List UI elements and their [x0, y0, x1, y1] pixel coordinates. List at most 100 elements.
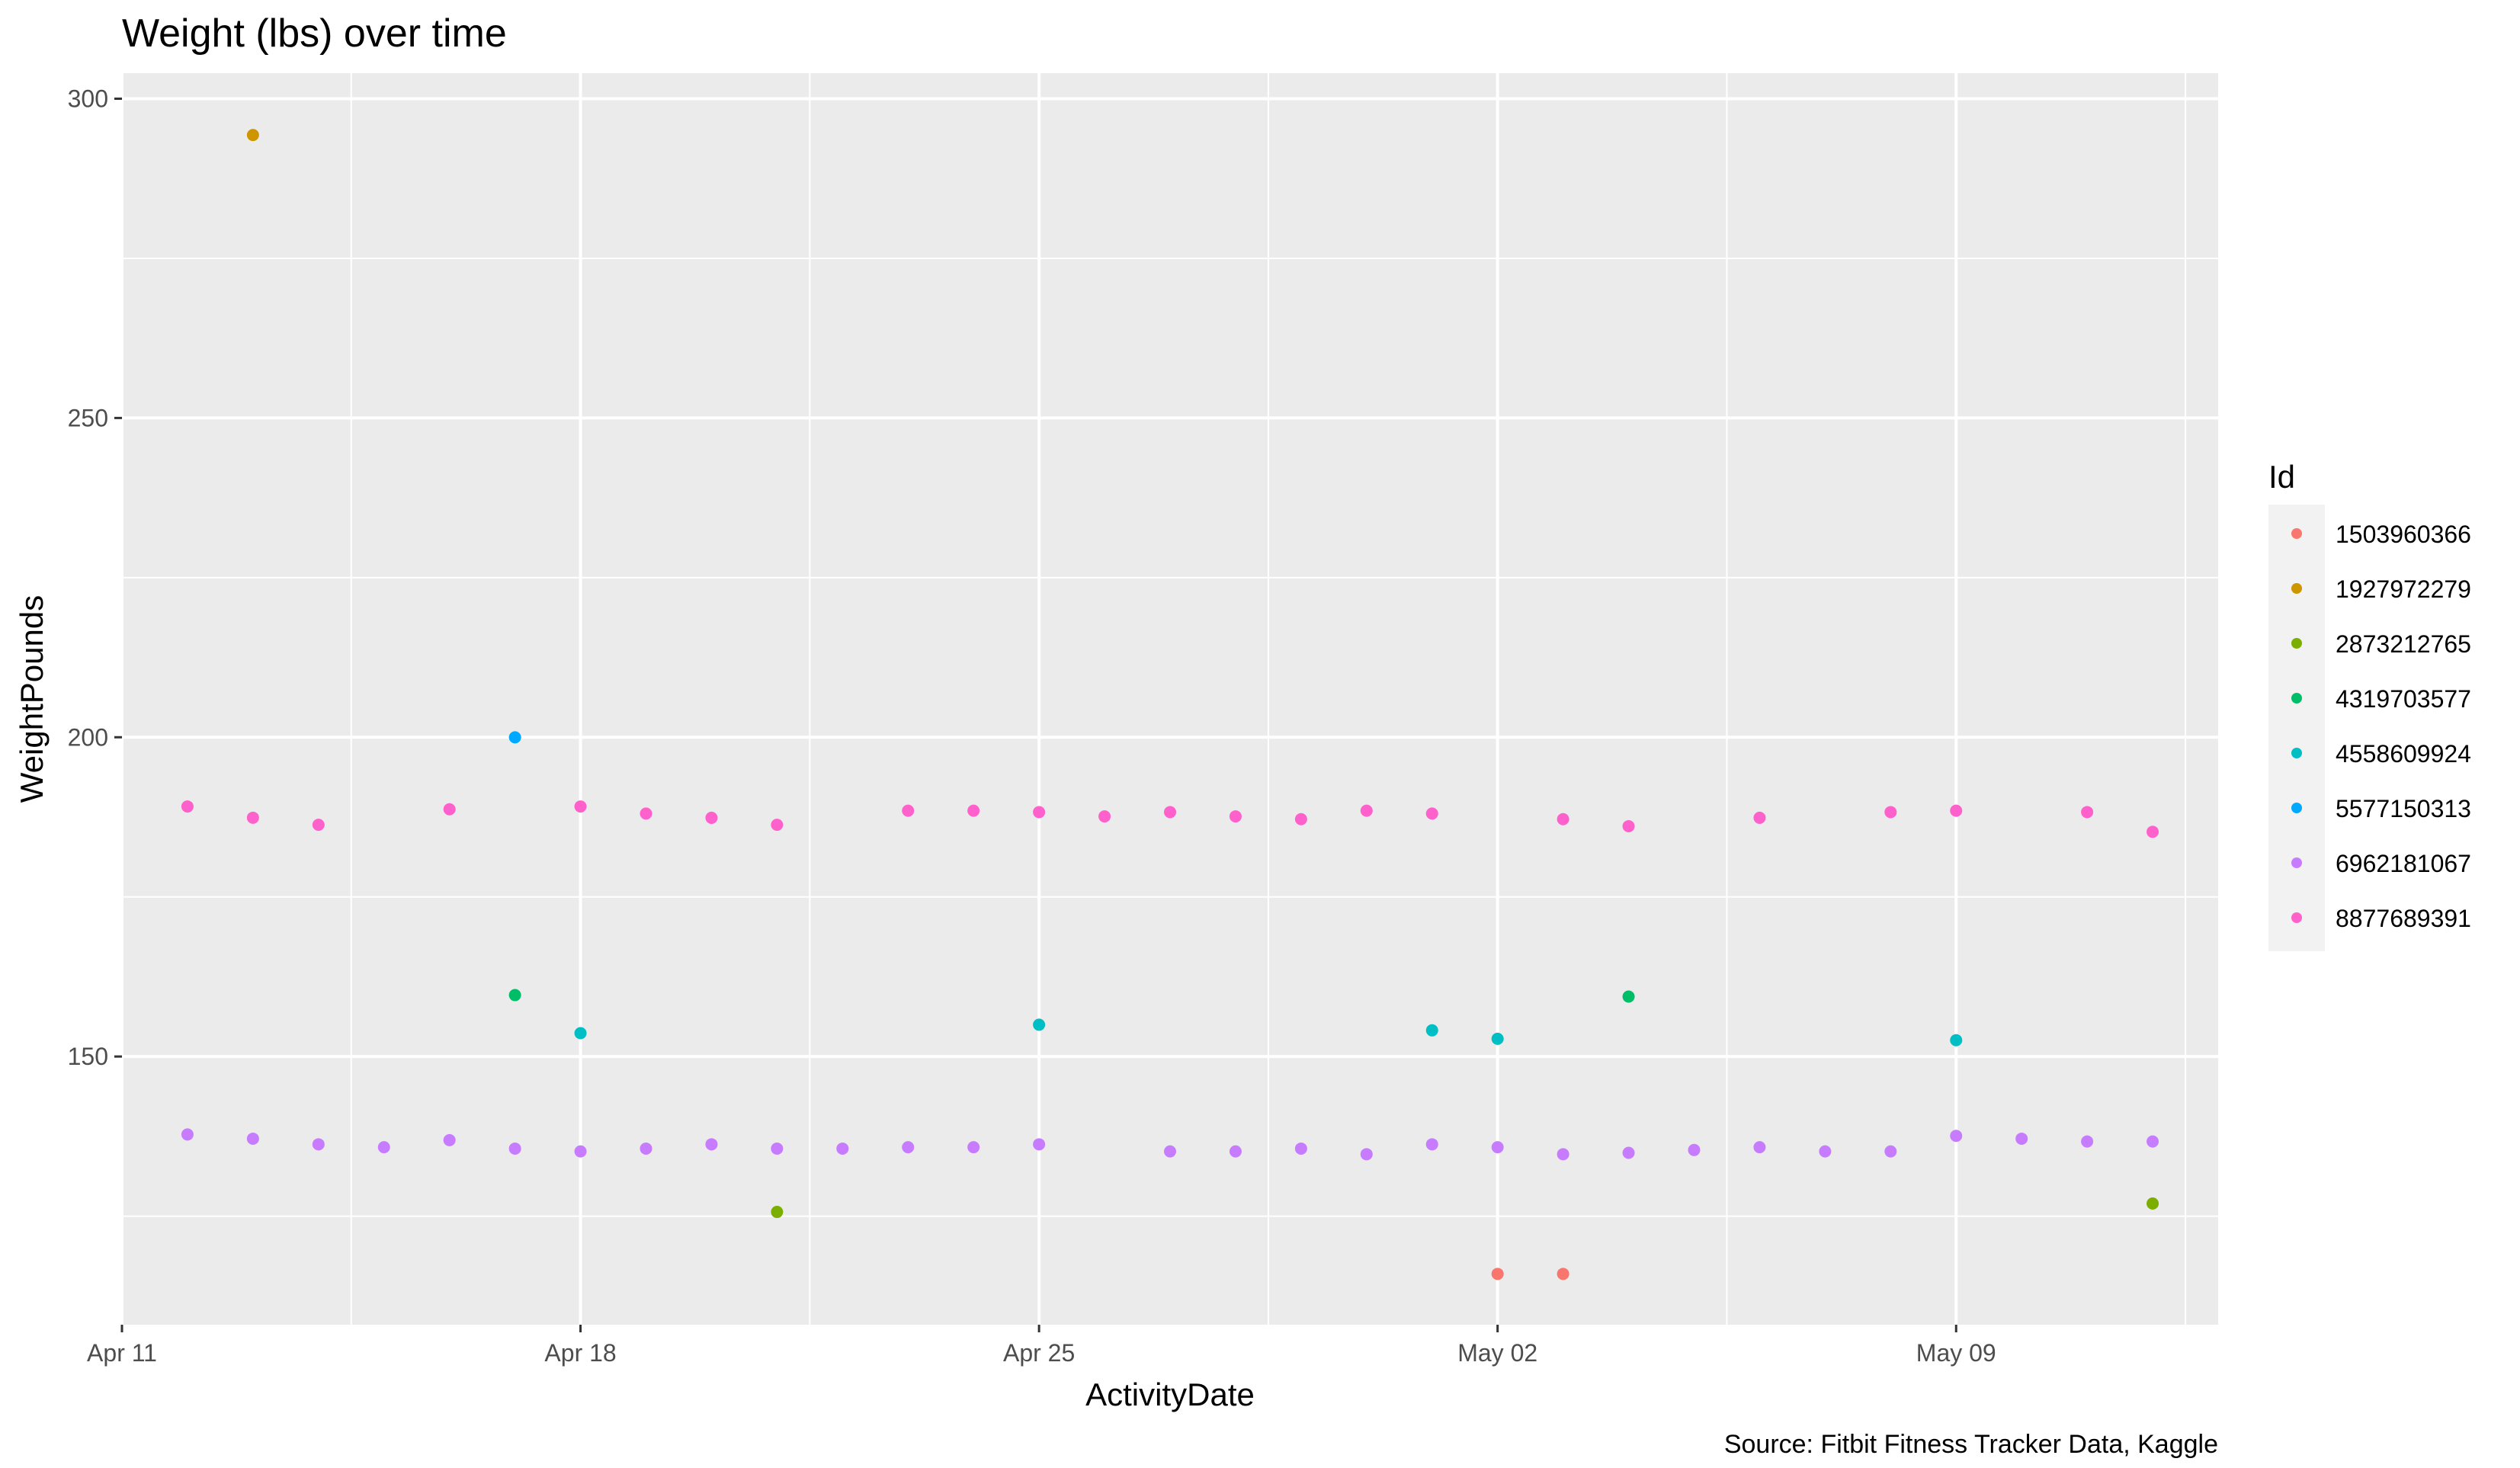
data-point	[1425, 807, 1438, 820]
data-point	[1884, 806, 1897, 819]
legend: Id 1503960366 1927972279 2873212765 4319703…	[2268, 459, 2471, 951]
legend-label: 4319703577	[2336, 685, 2471, 713]
data-point	[1622, 819, 1635, 832]
data-point	[1294, 1142, 1307, 1155]
data-point	[1425, 1024, 1438, 1037]
data-point	[1033, 1018, 1046, 1031]
data-point	[1491, 1141, 1504, 1154]
x-tick-label: May 02	[1457, 1339, 1537, 1367]
data-point	[705, 1138, 718, 1151]
data-point	[181, 1128, 194, 1141]
legend-label: 4558609924	[2336, 740, 2471, 768]
data-point	[1098, 810, 1111, 823]
legend-key	[2291, 583, 2302, 594]
legend-key	[2291, 528, 2302, 539]
legend-label: 1503960366	[2336, 521, 2471, 548]
data-point	[1229, 1145, 1242, 1158]
data-point	[1164, 1145, 1176, 1158]
data-point	[508, 989, 521, 1002]
data-point	[246, 1132, 259, 1145]
data-point	[1557, 1148, 1569, 1161]
legend-label: 8877689391	[2336, 905, 2471, 932]
data-point	[2146, 1135, 2159, 1148]
x-axis-title: ActivityDate	[1085, 1377, 1255, 1412]
data-point	[1033, 806, 1046, 819]
legend-key	[2291, 638, 2302, 649]
data-point	[443, 803, 456, 816]
chart-title: Weight (lbs) over time	[122, 11, 507, 56]
data-point	[1491, 1032, 1504, 1045]
data-point	[1622, 990, 1635, 1003]
data-point	[640, 807, 652, 820]
major-gridlines	[120, 73, 2218, 1325]
data-point	[181, 800, 194, 813]
y-tick-label: 300	[68, 85, 108, 113]
plot-panel	[122, 73, 2218, 1325]
data-point	[2081, 1135, 2094, 1148]
data-points	[181, 129, 2159, 1280]
data-point	[1033, 1138, 1046, 1151]
data-point	[312, 819, 325, 832]
legend-label: 6962181067	[2336, 850, 2471, 877]
x-tick-label: Apr 11	[87, 1339, 157, 1367]
legend-label: 2873212765	[2336, 630, 2471, 658]
data-point	[1950, 1034, 1963, 1047]
data-point	[2146, 825, 2159, 838]
data-point	[836, 1142, 849, 1155]
data-point	[902, 804, 915, 817]
data-point	[1360, 804, 1373, 817]
data-point	[1688, 1143, 1701, 1156]
x-tick-label: May 09	[1916, 1339, 1996, 1367]
data-point	[443, 1133, 456, 1146]
data-point	[1950, 1130, 1963, 1143]
data-point	[246, 811, 259, 824]
data-point	[246, 129, 259, 142]
y-axis: 150 200 250 300	[68, 85, 122, 1070]
legend-key	[2291, 912, 2302, 923]
data-point	[312, 1138, 325, 1151]
data-point	[1753, 811, 1766, 824]
data-point	[640, 1142, 652, 1155]
y-tick-label: 150	[68, 1043, 108, 1070]
x-axis: Apr 11 Apr 18 Apr 25 May 02 May 09	[87, 1325, 1996, 1367]
data-point	[1884, 1145, 1897, 1158]
x-tick-label: Apr 18	[544, 1339, 616, 1367]
data-point	[771, 1142, 784, 1155]
legend-key-background	[2268, 505, 2325, 951]
legend-key	[2291, 693, 2302, 704]
legend-label: 5577150313	[2336, 795, 2471, 822]
data-point	[1557, 813, 1569, 825]
data-point	[1753, 1141, 1766, 1154]
data-point	[1229, 810, 1242, 823]
data-point	[705, 811, 718, 824]
data-point	[508, 731, 521, 744]
data-point	[574, 800, 587, 813]
chart-caption: Source: Fitbit Fitness Tracker Data, Kag…	[1724, 1430, 2218, 1459]
data-point	[771, 1206, 784, 1219]
y-tick-label: 250	[68, 404, 108, 431]
data-point	[377, 1141, 390, 1154]
data-point	[967, 804, 980, 817]
data-point	[2146, 1197, 2159, 1210]
y-tick-label: 200	[68, 723, 108, 751]
data-point	[967, 1141, 980, 1154]
legend-key	[2291, 803, 2302, 813]
legend-key	[2291, 748, 2302, 758]
data-point	[1425, 1138, 1438, 1151]
legend-items: 1503960366 1927972279 2873212765 4319703577…	[2291, 521, 2471, 932]
data-point	[508, 1142, 521, 1155]
data-point	[1622, 1146, 1635, 1159]
data-point	[1819, 1145, 1832, 1158]
data-point	[2015, 1132, 2028, 1145]
legend-title: Id	[2268, 459, 2295, 495]
data-point	[1164, 806, 1176, 819]
x-tick-label: Apr 25	[1003, 1339, 1075, 1367]
data-point	[574, 1027, 587, 1040]
data-point	[1557, 1268, 1569, 1280]
data-point	[1294, 813, 1307, 825]
data-point	[902, 1141, 915, 1154]
legend-label: 1927972279	[2336, 575, 2471, 603]
y-axis-title: WeightPounds	[14, 595, 50, 803]
data-point	[2081, 806, 2094, 819]
